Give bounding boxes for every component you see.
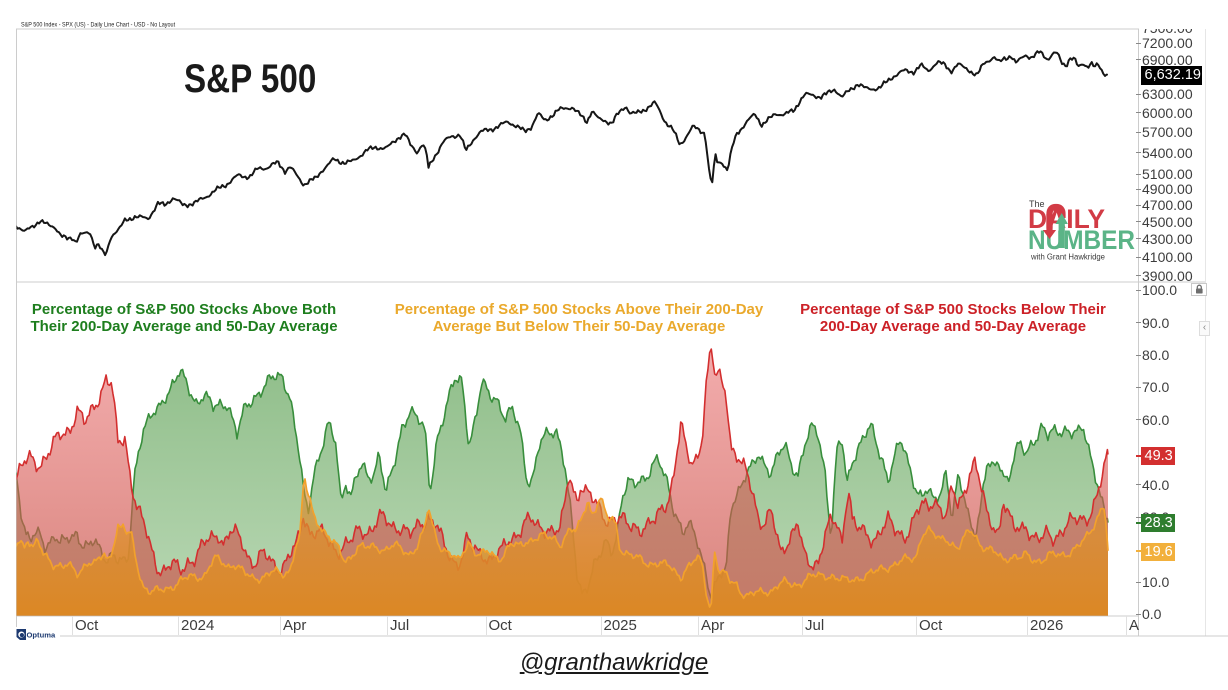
svg-text:with Grant Hawkridge: with Grant Hawkridge xyxy=(1030,253,1105,262)
svg-text:DAILY: DAILY xyxy=(1028,204,1105,234)
svg-text:The: The xyxy=(1029,199,1045,209)
svg-text:Optuma: Optuma xyxy=(27,631,56,640)
svg-text:NUMBER: NUMBER xyxy=(1028,225,1135,255)
